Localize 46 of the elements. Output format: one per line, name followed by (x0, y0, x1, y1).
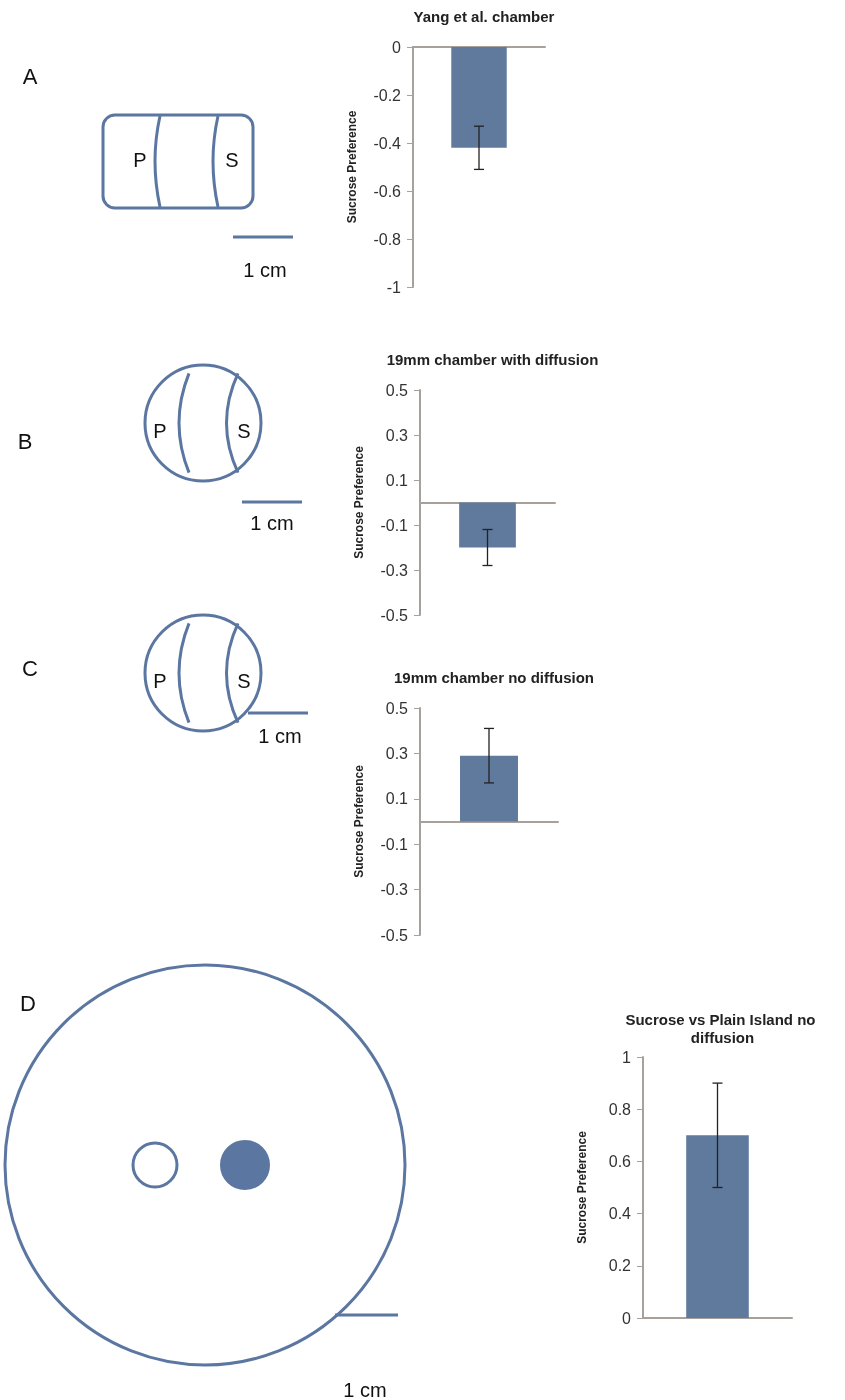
y-tick-label: -0.3 (380, 561, 409, 579)
y-tick-label: -0.1 (380, 516, 409, 534)
text: C (22, 655, 39, 681)
y-tick-label: 0.1 (385, 471, 409, 489)
y-tick-label: -0.4 (373, 134, 402, 152)
chart-title: Sucrose vs Plain Island no diffusion (625, 1010, 820, 1046)
text: S (237, 420, 251, 443)
text: D (20, 990, 36, 1016)
y-tick-label: -0.5 (380, 926, 409, 944)
y-tick-label: 0 (622, 1309, 632, 1327)
chart-title: 19mm chamber no diffusion (393, 668, 595, 686)
y-tick-label: 0 (392, 38, 402, 56)
y-tick-label: 0.8 (608, 1100, 632, 1118)
text: S (225, 149, 239, 172)
y-axis-title: Sucrose Preference (352, 764, 366, 878)
text: 1 cm (343, 1379, 387, 1400)
y-tick-label: 0.1 (385, 790, 409, 808)
text: P (153, 670, 167, 693)
text: 1 cm (258, 725, 302, 748)
y-axis-title: Sucrose Preference (352, 445, 366, 559)
y-tick-label: -0.5 (380, 606, 409, 624)
y-tick-label: -1 (386, 278, 402, 296)
y-tick-label: -0.8 (373, 230, 402, 248)
text: S (237, 670, 251, 693)
y-axis-title: Sucrose Preference (575, 1130, 589, 1244)
chart-title: 19mm chamber with diffusion (386, 350, 599, 368)
text: 1 cm (250, 512, 294, 535)
y-tick-label: 0.5 (385, 381, 409, 399)
y-tick-label: 0.3 (385, 426, 409, 444)
y-tick-label: -0.2 (373, 86, 402, 104)
chart-title: Yang et al. chamber (413, 7, 555, 25)
y-tick-label: 0.6 (608, 1152, 632, 1170)
text: 1 cm (243, 259, 287, 282)
text: P (153, 420, 167, 443)
text: P (133, 149, 147, 172)
y-tick-label: -0.1 (380, 835, 409, 853)
y-tick-label: 0.5 (385, 699, 409, 717)
y-tick-label: -0.3 (380, 881, 409, 899)
y-tick-label: 0.4 (608, 1205, 632, 1223)
y-axis-title: Sucrose Preference (345, 110, 359, 224)
text: A (22, 63, 38, 89)
y-tick-label: 0.3 (385, 744, 409, 762)
y-tick-label: 1 (622, 1048, 632, 1066)
text: B (17, 428, 33, 454)
y-tick-label: -0.6 (373, 182, 402, 200)
y-tick-label: 0.2 (608, 1257, 632, 1275)
